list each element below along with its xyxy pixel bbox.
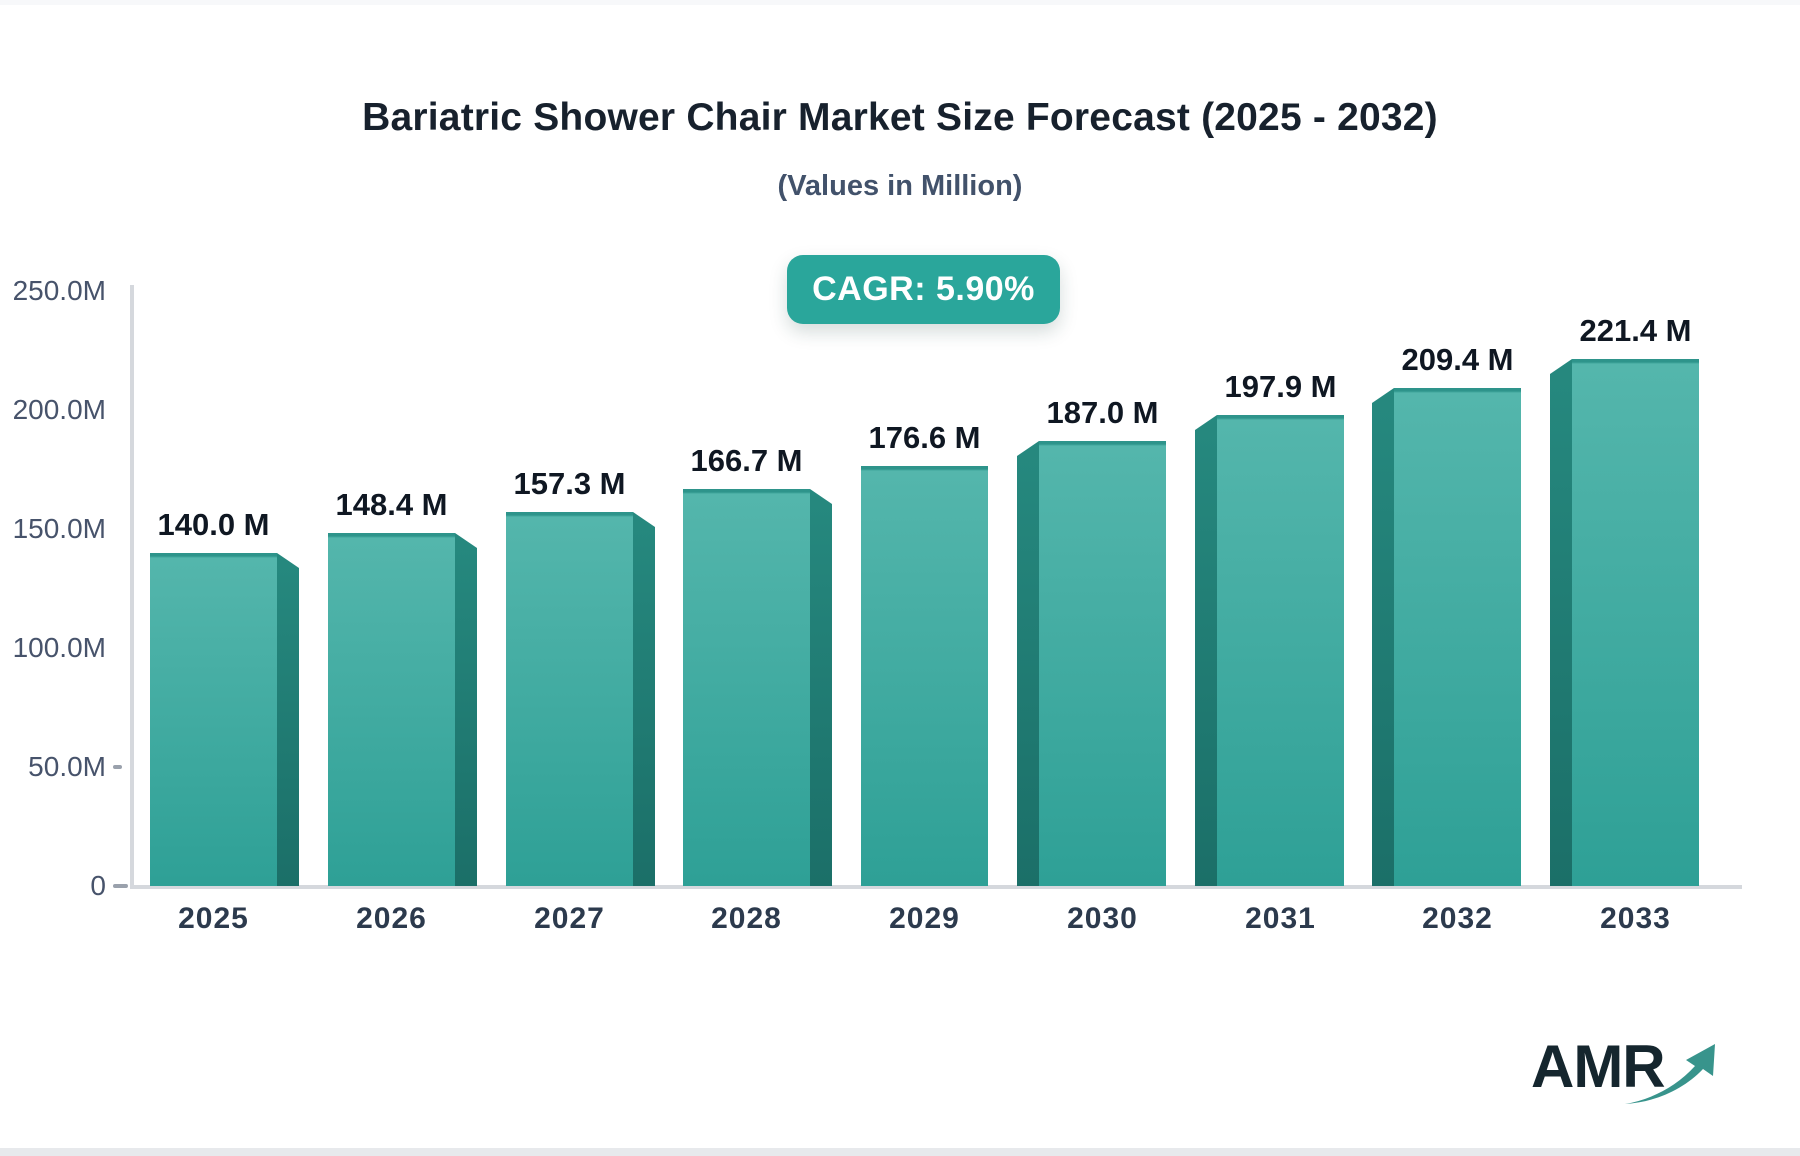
- x-tick-label-2032: 2032: [1422, 902, 1493, 935]
- x-tick-label-2030: 2030: [1067, 902, 1138, 935]
- bar-2029: [861, 466, 988, 886]
- bottom-border-strip: [0, 1148, 1800, 1156]
- x-tick-label-2027: 2027: [534, 902, 605, 935]
- chart-subtitle: (Values in Million): [777, 170, 1023, 202]
- y-tick-mark: [113, 884, 128, 888]
- bar-value-label: 187.0 M: [1046, 395, 1159, 430]
- bar-value-label: 140.0 M: [157, 507, 270, 542]
- bar-2030: [1017, 441, 1166, 886]
- bar-face: [1394, 388, 1521, 886]
- bar-face: [683, 489, 810, 886]
- cagr-badge: CAGR: 5.90%: [787, 255, 1060, 324]
- y-tick-label-250.0M: 250.0M: [12, 275, 106, 306]
- bar-3d-side: [633, 512, 655, 886]
- bar-2026: [328, 533, 477, 886]
- bar-3d-side: [1372, 388, 1394, 886]
- y-tick-label-0: 0: [90, 870, 106, 901]
- bar-2027: [506, 512, 655, 886]
- bar-value-label: 221.4 M: [1579, 313, 1692, 348]
- bar-face: [1217, 415, 1344, 886]
- y-tick-label-150.0M: 150.0M: [12, 513, 106, 544]
- y-tick-label-50.0M: 50.0M: [28, 751, 106, 782]
- bar-value-label: 197.9 M: [1224, 369, 1337, 404]
- y-tick-label-200.0M: 200.0M: [12, 394, 106, 425]
- x-tick-label-2031: 2031: [1245, 902, 1316, 935]
- y-tick-label-100.0M: 100.0M: [12, 632, 106, 663]
- x-tick-label-2033: 2033: [1600, 902, 1671, 935]
- bar-3d-side: [1195, 415, 1217, 886]
- bar-3d-side: [1550, 359, 1572, 886]
- bar-value-label: 166.7 M: [690, 443, 803, 478]
- bar-face: [1039, 441, 1166, 886]
- bar-face: [150, 553, 277, 886]
- bar-face: [861, 466, 988, 886]
- x-axis-line: [130, 885, 1742, 889]
- bar-2028: [683, 489, 832, 886]
- bar-3d-side: [810, 489, 832, 886]
- x-tick-label-2029: 2029: [889, 902, 960, 935]
- x-tick-label-2028: 2028: [711, 902, 782, 935]
- x-tick-label-2025: 2025: [178, 902, 249, 935]
- bar-face: [506, 512, 633, 886]
- amr-logo: AMR: [1531, 1032, 1721, 1112]
- y-tick-mark: [113, 765, 122, 769]
- growth-arrow-icon: [1625, 1044, 1715, 1104]
- bar-2031: [1195, 415, 1344, 886]
- bar-2032: [1372, 388, 1521, 886]
- bar-value-label: 176.6 M: [868, 420, 981, 455]
- bar-face: [328, 533, 455, 886]
- bar-2033: [1550, 359, 1699, 886]
- bar-value-label: 209.4 M: [1401, 342, 1514, 377]
- bar-2025: [150, 553, 299, 886]
- x-tick-label-2026: 2026: [356, 902, 427, 935]
- bar-3d-side: [1017, 441, 1039, 886]
- bar-value-label: 157.3 M: [513, 466, 626, 501]
- y-axis-line: [130, 285, 134, 889]
- bar-face: [1572, 359, 1699, 886]
- top-border-strip: [0, 0, 1800, 5]
- bar-3d-side: [455, 533, 477, 886]
- bar-3d-side: [277, 553, 299, 886]
- chart-title: Bariatric Shower Chair Market Size Forec…: [362, 96, 1438, 139]
- amr-logo-text: AMR: [1531, 1033, 1666, 1100]
- bar-value-label: 148.4 M: [335, 487, 448, 522]
